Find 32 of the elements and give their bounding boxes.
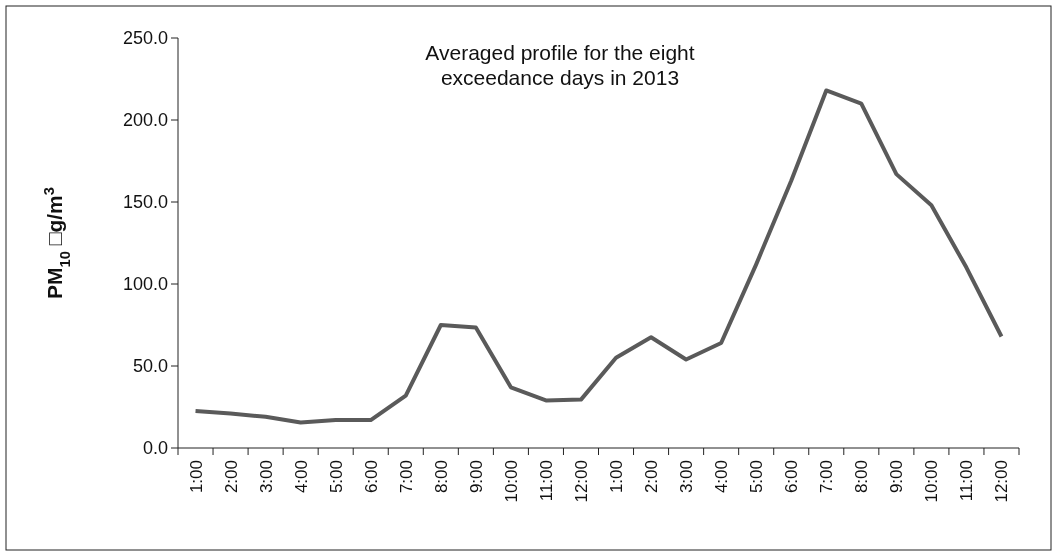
x-tick-label: 6:00 <box>782 460 802 494</box>
x-tick-label: 12:00 <box>992 460 1012 503</box>
x-tick-label: 2:00 <box>642 460 662 494</box>
x-tick-label: 12:00 <box>571 460 591 503</box>
x-tick-label: 1:00 <box>607 460 627 494</box>
y-tick-label: 50.0 <box>132 356 168 377</box>
x-tick-label: 7:00 <box>396 460 416 494</box>
x-tick-label: 4:00 <box>291 460 311 494</box>
text: Averaged profile for the eight exceedance days in 2013 <box>425 41 695 89</box>
y-tick-label: 250.0 <box>122 28 168 49</box>
x-tick-label: 9:00 <box>887 460 907 494</box>
x-tick-label: 9:00 <box>466 460 486 494</box>
x-tick-label: 5:00 <box>747 460 767 494</box>
y-tick-label: 150.0 <box>122 192 168 213</box>
x-tick-label: 2:00 <box>221 460 241 494</box>
x-tick-label: 10:00 <box>501 460 521 503</box>
x-tick-label: 10:00 <box>922 460 942 503</box>
x-tick-label: 5:00 <box>326 460 346 494</box>
x-tick-label: 1:00 <box>186 460 206 494</box>
y-tick-label: 0.0 <box>142 438 168 459</box>
x-tick-label: 11:00 <box>957 460 977 502</box>
x-tick-label: 11:00 <box>536 460 556 502</box>
line-series <box>193 88 1004 425</box>
y-tick-label: 200.0 <box>122 110 168 131</box>
x-tick-label: 3:00 <box>677 460 697 494</box>
x-tick-label: 8:00 <box>431 460 451 494</box>
x-tick-label: 8:00 <box>852 460 872 494</box>
x-tick-label: 7:00 <box>817 460 837 494</box>
y-tick-label: 100.0 <box>122 274 168 295</box>
x-tick-label: 4:00 <box>712 460 732 494</box>
x-tick-label: 6:00 <box>361 460 381 494</box>
x-tick-label: 3:00 <box>256 460 276 494</box>
